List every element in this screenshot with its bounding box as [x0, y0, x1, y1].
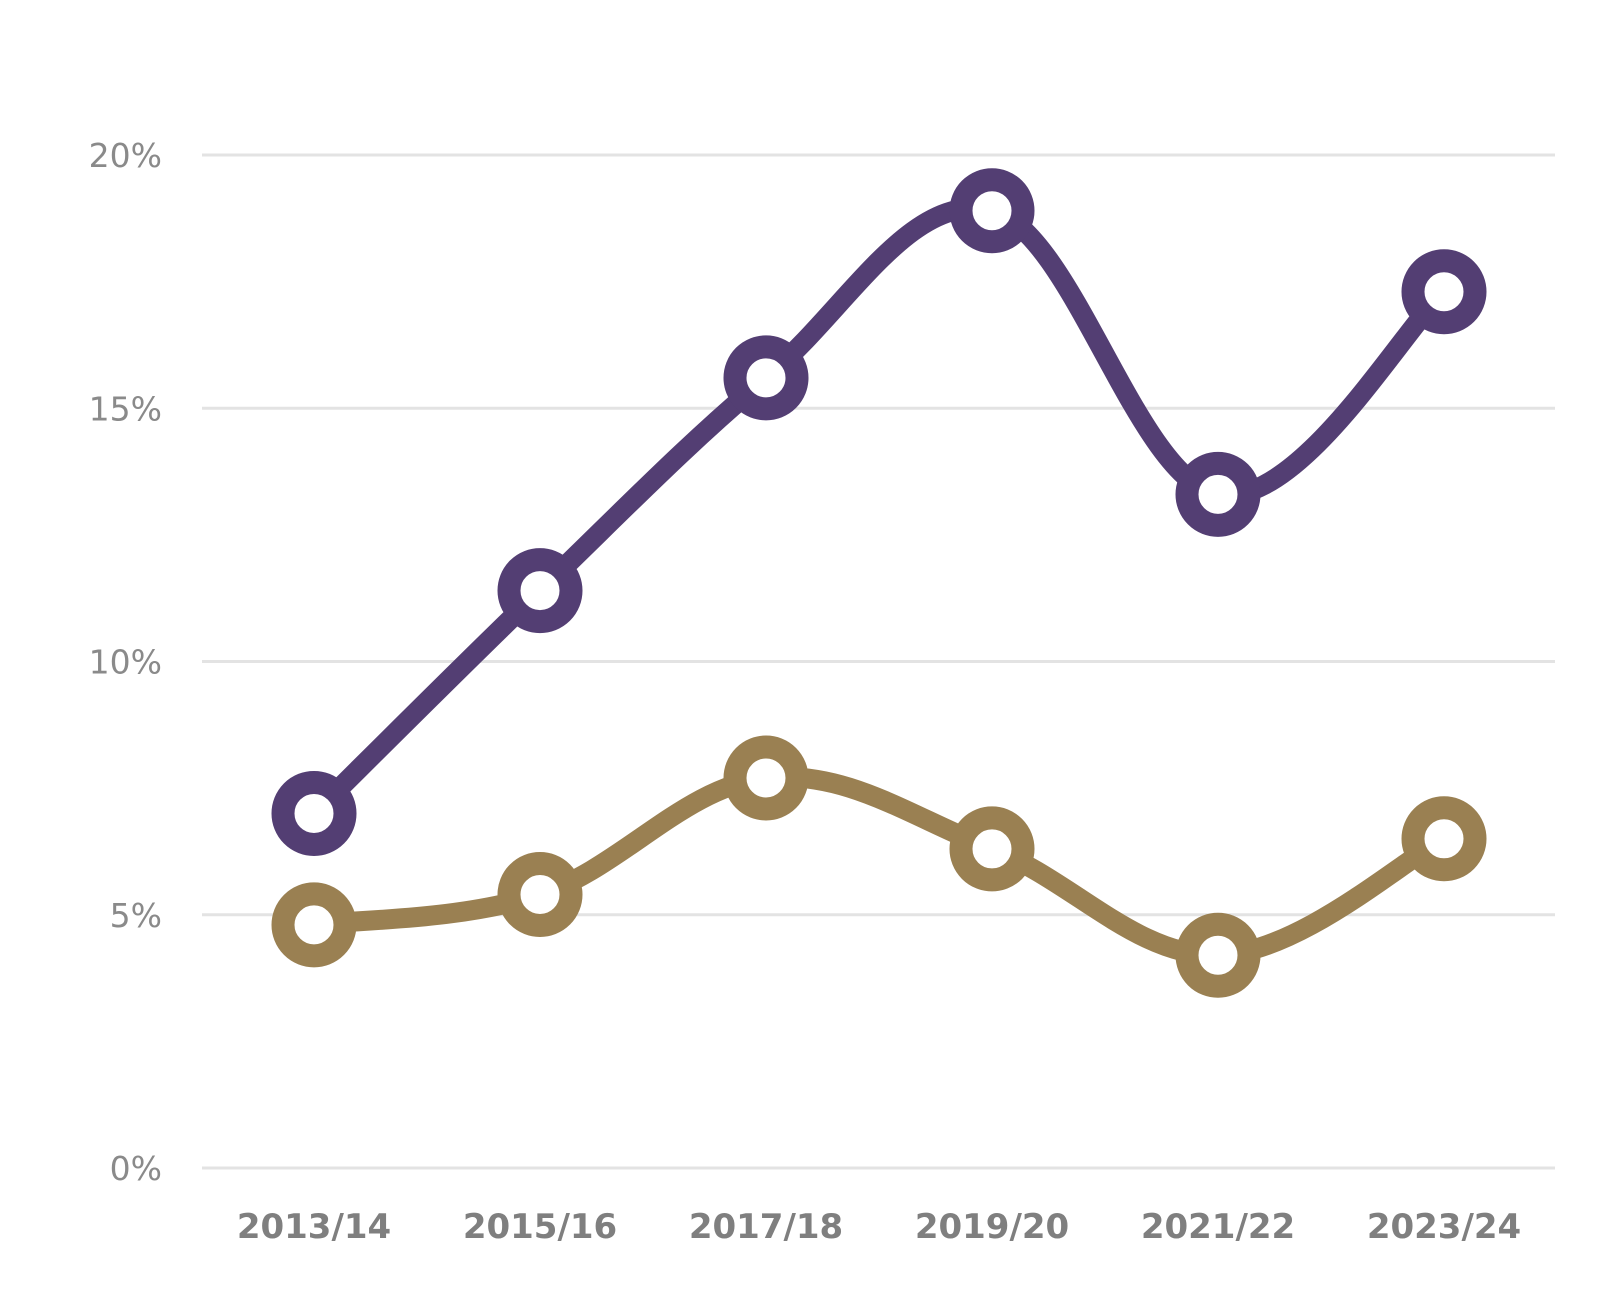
y-tick-label: 5% — [110, 896, 162, 935]
data-point — [497, 851, 583, 937]
data-point — [497, 548, 583, 634]
data-point — [1401, 249, 1487, 335]
x-tick-label: 2021/22 — [1141, 1207, 1295, 1247]
y-tick-label: 10% — [89, 643, 162, 682]
y-tick-label: 15% — [89, 389, 162, 428]
series-1 — [271, 168, 1487, 856]
series-line — [304, 198, 1454, 824]
x-tick-label: 2019/20 — [915, 1207, 1069, 1247]
data-point — [949, 168, 1035, 254]
series-layer — [271, 168, 1487, 998]
data-point — [723, 335, 809, 421]
data-point — [1175, 451, 1261, 537]
data-point — [949, 806, 1035, 892]
y-tick-label: 0% — [110, 1149, 162, 1188]
series-2 — [271, 735, 1487, 998]
x-tick-label: 2017/18 — [689, 1207, 843, 1247]
data-point — [271, 770, 357, 856]
x-axis-tick-labels: 2013/14 2015/16 2017/18 2019/20 2021/22 2023/… — [237, 1207, 1521, 1247]
data-point — [1175, 912, 1261, 998]
data-point — [1401, 796, 1487, 882]
series-line — [304, 767, 1454, 966]
y-tick-label: 20% — [89, 136, 162, 175]
data-point — [723, 735, 809, 821]
x-tick-label: 2015/16 — [463, 1207, 617, 1247]
gridlines — [202, 153, 1555, 1170]
x-tick-label: 2013/14 — [237, 1207, 391, 1247]
y-axis-tick-labels: 0% 5% 10% 15% 20% — [89, 136, 162, 1188]
x-tick-label: 2023/24 — [1367, 1207, 1521, 1247]
data-point — [271, 882, 357, 968]
